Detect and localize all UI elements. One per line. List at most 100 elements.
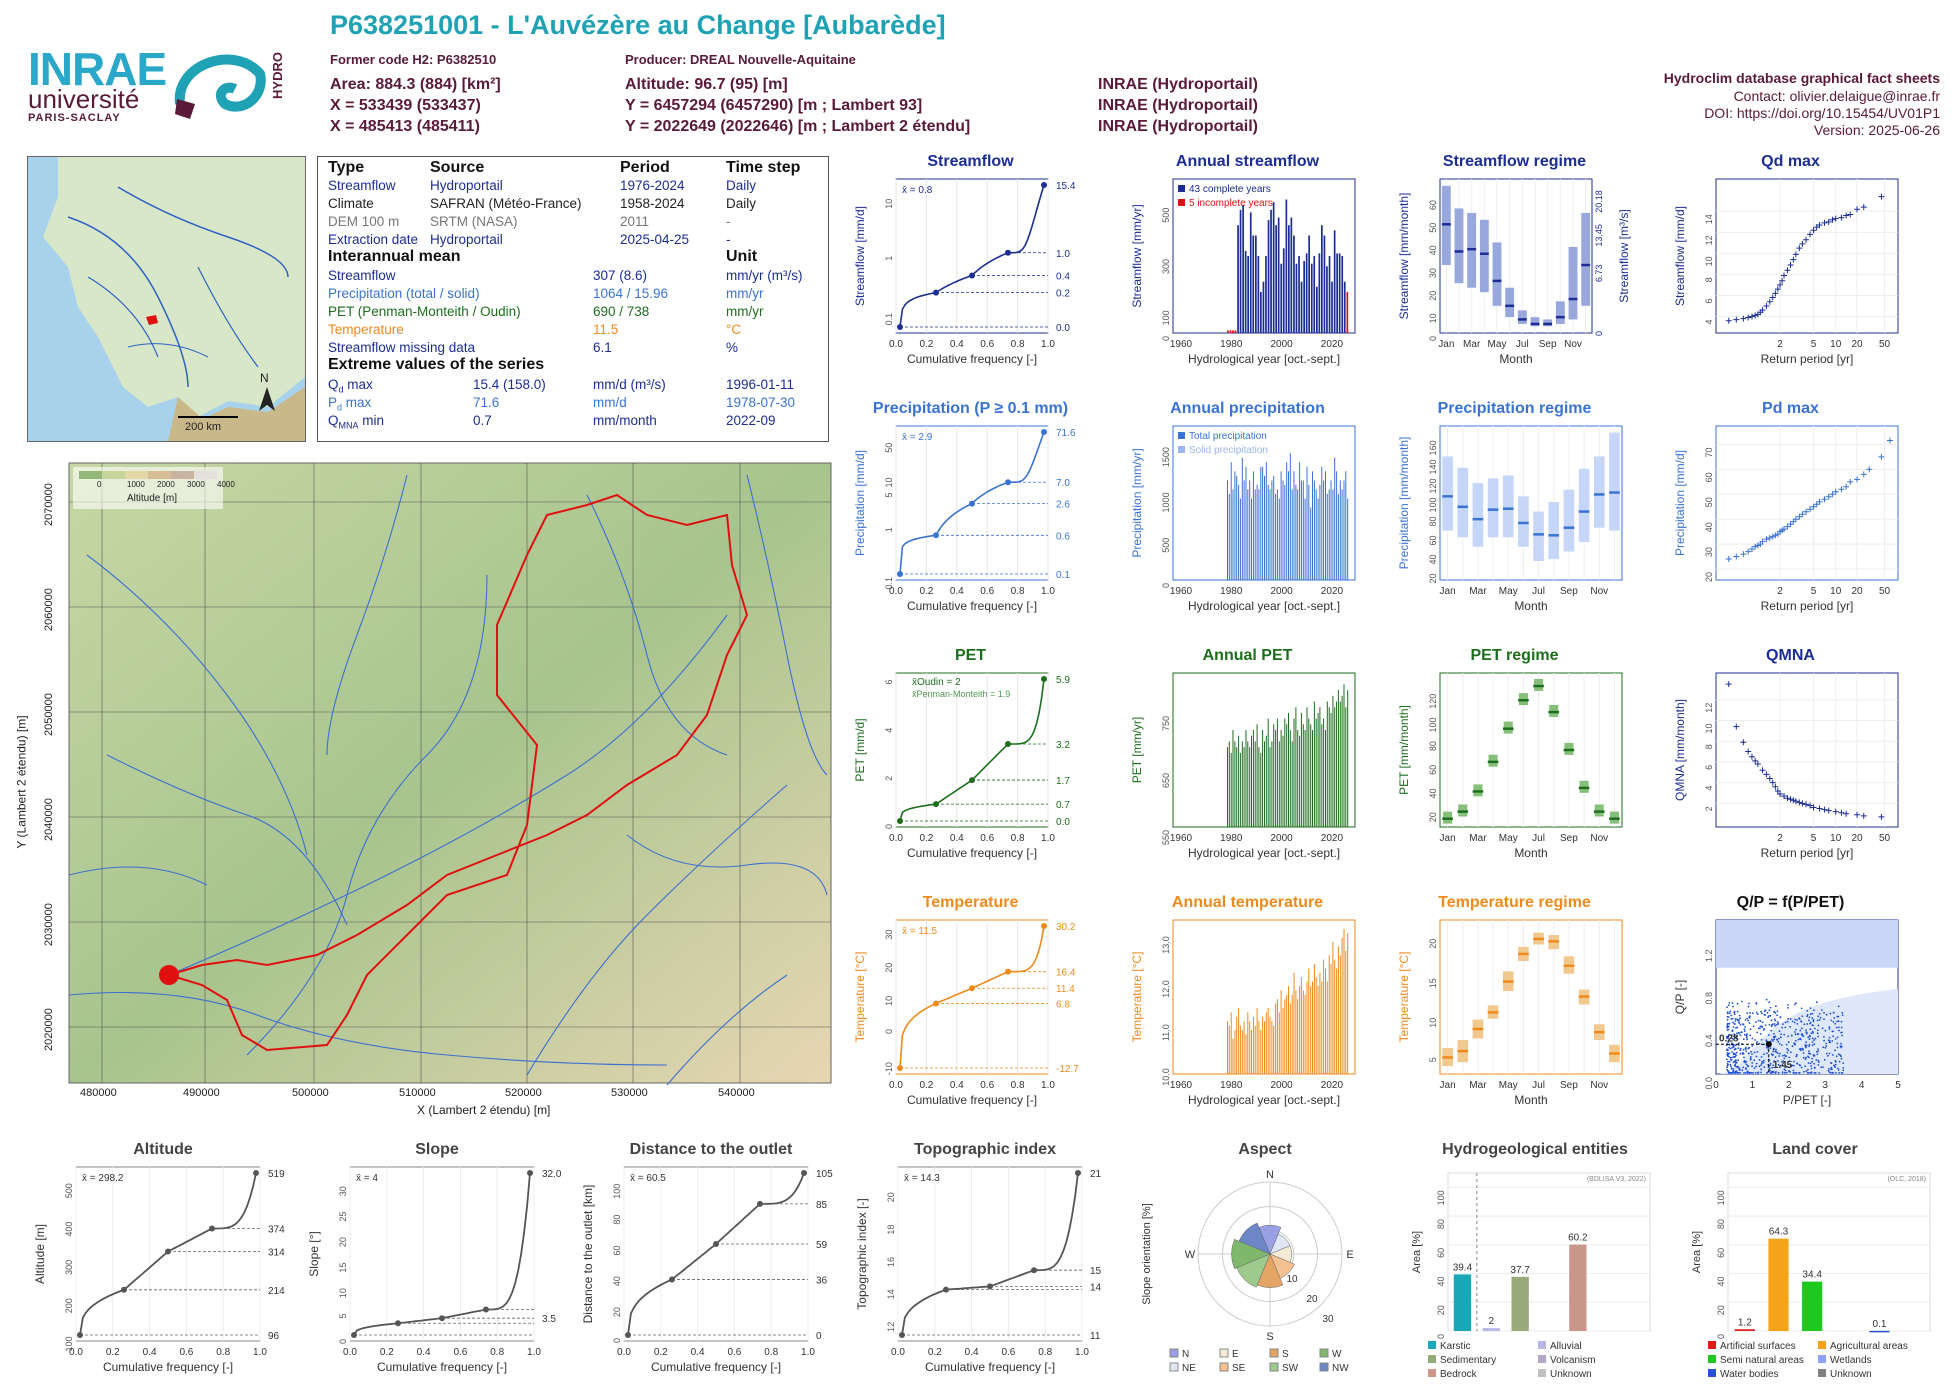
budyko-point	[1778, 1055, 1781, 1057]
budyko-point	[1765, 998, 1768, 1001]
budyko-point	[1830, 1066, 1833, 1069]
y-tick: 40	[1428, 789, 1438, 799]
y-tick: 0	[1161, 336, 1171, 341]
rose-label-n: N	[1266, 1169, 1274, 1181]
annual-bar	[1280, 730, 1282, 827]
x-label: P/PET [-]	[1783, 1093, 1831, 1107]
river	[526, 784, 788, 1076]
x-tick: 1980	[1220, 833, 1243, 844]
budyko-point	[1833, 1017, 1836, 1019]
regime-box	[1609, 432, 1620, 531]
annual-bar	[1285, 199, 1288, 333]
budyko-point	[1755, 1055, 1758, 1058]
y-tick: 12	[1704, 703, 1714, 713]
budyko-point	[1735, 1027, 1737, 1029]
left-tick: 10	[884, 199, 894, 209]
budyko-point	[1812, 1054, 1815, 1057]
return-point	[1796, 245, 1803, 252]
return-point	[1752, 312, 1759, 319]
budyko-point	[1732, 1053, 1735, 1056]
budyko-point	[1811, 1017, 1814, 1019]
budyko-point	[1737, 1019, 1739, 1022]
budyko-point	[1776, 1014, 1778, 1017]
budyko-point	[1761, 1021, 1764, 1024]
quantile-point	[1041, 676, 1047, 682]
return-point	[1790, 256, 1797, 263]
budyko-point	[1783, 1033, 1786, 1036]
annual-bar	[1313, 256, 1316, 333]
budyko-point	[1761, 1012, 1763, 1015]
left-tick: 0	[612, 1338, 622, 1343]
x-label: Return period [yr]	[1761, 352, 1854, 366]
altitude_cdf-chart: 519 374 314 214 96 100 200 300 400 500 0.0 0.2 0.4 0.…	[33, 1166, 285, 1374]
legend-label: Artificial surfaces	[1720, 1341, 1796, 1352]
y-tick: 1000	[1161, 492, 1171, 512]
right-tick: 16.4	[1056, 968, 1076, 979]
annual-bar	[1286, 724, 1288, 827]
right-tick: 374	[268, 1225, 285, 1236]
annual-bar	[1254, 741, 1256, 827]
budyko-point	[1794, 1033, 1797, 1036]
budyko-point	[1810, 1067, 1813, 1070]
right-tick: 13.45	[1594, 224, 1604, 247]
y-tick: 30	[1428, 268, 1438, 278]
annual-bar	[1278, 741, 1280, 827]
y-label: Precipitation [mm/yr]	[1130, 448, 1144, 557]
budyko-point	[1735, 1035, 1737, 1038]
budyko-point	[1734, 1018, 1737, 1020]
legend-label: Solid precipitation	[1189, 445, 1268, 456]
budyko-point	[1758, 1065, 1761, 1068]
doi: DOI: https://doi.org/10.15454/UV01P1	[1704, 105, 1940, 121]
annual-bar	[1333, 230, 1336, 333]
regime-box	[1505, 287, 1515, 318]
altitude-legend-tick: 3000	[187, 480, 205, 489]
y-tick: 1500	[1161, 447, 1171, 467]
budyko-point	[1769, 1062, 1772, 1065]
budyko-point	[1761, 1060, 1763, 1063]
budyko-point	[1768, 1034, 1770, 1036]
budyko-point	[1760, 1071, 1762, 1074]
map-xtick: 500000	[292, 1087, 329, 1099]
annual_temp-chart: 10.0 11.0 12.0 13.0 1960 1980 2000 2020 Hydrolog…	[1130, 919, 1356, 1107]
budyko-point	[1747, 1052, 1750, 1055]
return-point	[1832, 488, 1839, 495]
y-tick: 20	[1704, 572, 1714, 582]
legend-swatch	[1319, 1362, 1329, 1372]
legend-label: Bedrock	[1440, 1369, 1478, 1380]
budyko-point	[1751, 1062, 1754, 1064]
y-tick: 5	[1428, 1057, 1438, 1062]
x-tick: Mar	[1469, 1080, 1487, 1091]
budyko-point	[1734, 1048, 1737, 1051]
rose-label-e: E	[1346, 1249, 1353, 1261]
return-point	[1878, 193, 1885, 200]
return-point	[1766, 298, 1773, 305]
budyko-point	[1730, 1018, 1733, 1020]
budyko-point	[1762, 1059, 1765, 1062]
return-point	[1769, 779, 1776, 786]
annual-bar	[1252, 471, 1254, 580]
budyko-point	[1785, 1066, 1788, 1068]
budyko-point	[1841, 1011, 1844, 1014]
catchment-boundary	[165, 493, 749, 1052]
x-tick: 0.4	[691, 1347, 705, 1358]
legend-label: NW	[1332, 1363, 1349, 1374]
rose-label-s: S	[1266, 1331, 1273, 1343]
budyko-point	[1791, 1034, 1793, 1037]
return-point	[1854, 206, 1861, 213]
bar-value-label: 0.1	[1873, 1319, 1887, 1330]
annual-bar	[1323, 235, 1326, 333]
x-tick: 10	[1830, 833, 1842, 844]
scale-label: 200 km	[185, 421, 222, 433]
map-xtick: 490000	[183, 1087, 220, 1099]
budyko-point	[1728, 1043, 1731, 1046]
return-point	[1810, 227, 1817, 234]
regime-box	[1578, 468, 1590, 542]
budyko-point	[1769, 1064, 1771, 1067]
x-tick: 1980	[1220, 586, 1243, 597]
budyko-point	[1763, 1028, 1766, 1030]
annual-bar	[1247, 741, 1249, 827]
budyko-point	[1784, 1021, 1787, 1024]
plot-frame	[895, 919, 1049, 1075]
annual-bar	[1271, 1021, 1273, 1074]
